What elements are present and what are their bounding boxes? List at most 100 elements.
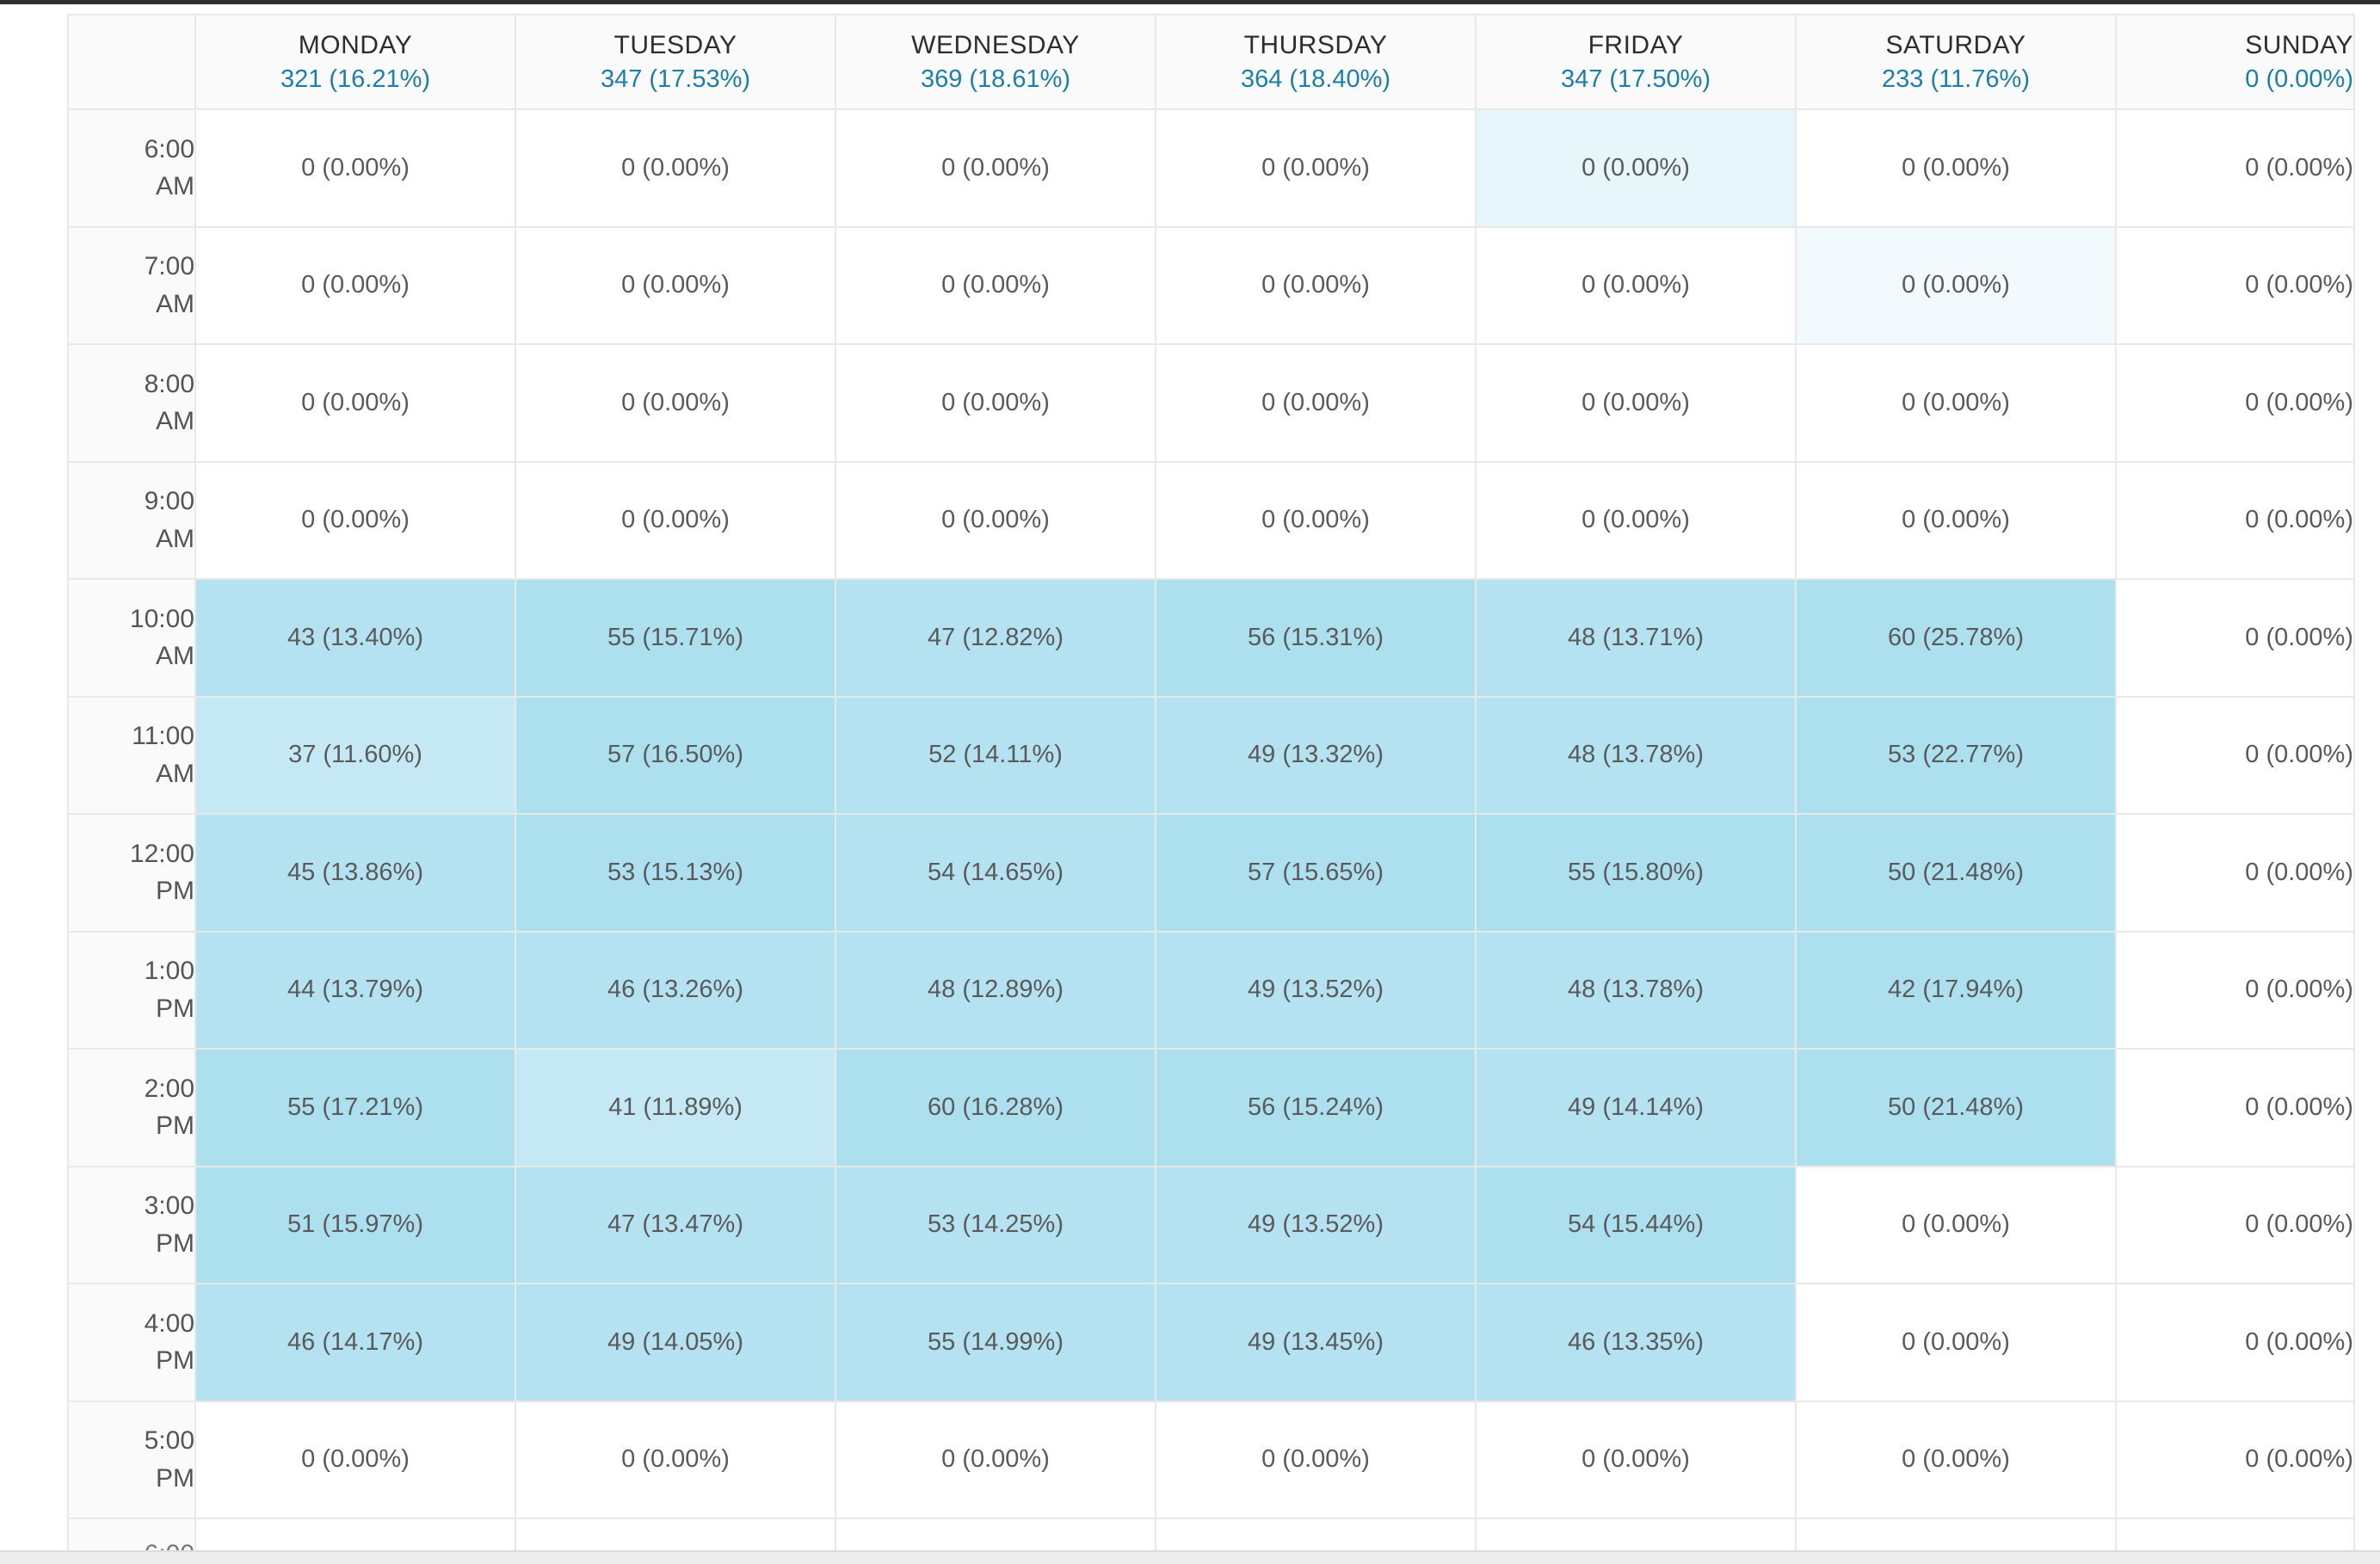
heatmap-cell[interactable]: 0 (0.00%) [835,225,1156,345]
heatmap-cell[interactable]: 37 (11.60%) [194,695,516,815]
heatmap-cell[interactable]: 48 (13.78%) [1475,930,1797,1050]
heatmap-cell[interactable]: 49 (13.52%) [1155,1165,1477,1284]
heatmap-cell[interactable]: 44 (13.79%) [194,930,516,1050]
heatmap-cell[interactable]: 0 (0.00%) [194,460,516,580]
heatmap-cell[interactable]: 0 (0.00%) [515,343,836,463]
day-header-saturday[interactable]: SATURDAY 233 (11.76%) [1795,14,2117,110]
heatmap-cell[interactable]: 54 (14.65%) [835,813,1156,933]
heatmap-cell[interactable]: 49 (14.14%) [1475,1048,1797,1167]
heatmap-cell[interactable]: 0 (0.00%) [1475,1400,1797,1519]
heatmap-cell[interactable]: 0 (0.00%) [2115,813,2355,933]
heatmap-cell[interactable]: 0 (0.00%) [1475,460,1797,580]
heatmap-cell[interactable]: 0 (0.00%) [2115,1165,2355,1284]
hour-row: 9:00 AM 0 (0.00%) 0 (0.00%) 0 (0.00%) 0 (0.00… [67,460,2355,580]
heatmap-cell[interactable]: 47 (12.82%) [835,578,1156,698]
time-meridiem-text: PM [156,877,194,906]
heatmap-cell[interactable]: 46 (14.17%) [194,1283,516,1402]
heatmap-cell[interactable]: 0 (0.00%) [2115,930,2355,1050]
heatmap-cell[interactable]: 0 (0.00%) [515,1400,836,1519]
heatmap-cell[interactable]: 42 (17.94%) [1795,930,2117,1050]
heatmap-cell[interactable]: 0 (0.00%) [2115,578,2355,698]
heatmap-cell[interactable]: 53 (22.77%) [1795,695,2117,815]
heatmap-cell[interactable]: 0 (0.00%) [835,460,1156,580]
heatmap-cell[interactable]: 0 (0.00%) [1795,1165,2117,1284]
heatmap-cell[interactable]: 0 (0.00%) [515,460,836,580]
heatmap-cell[interactable]: 45 (13.86%) [194,813,516,933]
heatmap-cell[interactable]: 49 (13.32%) [1155,695,1477,815]
heatmap-cell[interactable]: 0 (0.00%) [2115,460,2355,580]
heatmap-cell[interactable]: 51 (15.97%) [194,1165,516,1284]
day-header-tuesday[interactable]: TUESDAY 347 (17.53%) [515,14,836,110]
heatmap-cell[interactable]: 0 (0.00%) [1795,225,2117,345]
heatmap-cell[interactable]: 0 (0.00%) [194,225,516,345]
heatmap-cell[interactable]: 50 (21.48%) [1795,1048,2117,1167]
schedule-heatmap-table: MONDAY 321 (16.21%) TUESDAY 347 (17.53%) WED… [67,14,2355,1557]
heatmap-cell[interactable]: 60 (25.78%) [1795,578,2117,698]
heatmap-cell[interactable]: 0 (0.00%) [835,343,1156,463]
heatmap-cell[interactable]: 43 (13.40%) [194,578,516,698]
heatmap-cell[interactable]: 48 (13.78%) [1475,695,1797,815]
heatmap-cell[interactable]: 0 (0.00%) [1795,1283,2117,1402]
heatmap-cell[interactable]: 0 (0.00%) [835,108,1156,228]
heatmap-cell[interactable]: 0 (0.00%) [2115,343,2355,463]
heatmap-cell[interactable]: 0 (0.00%) [1475,343,1797,463]
heatmap-cell[interactable]: 0 (0.00%) [1155,460,1477,580]
heatmap-cell[interactable]: 0 (0.00%) [515,225,836,345]
heatmap-cell[interactable]: 53 (15.13%) [515,813,836,933]
heatmap-cell[interactable]: 55 (15.71%) [515,578,836,698]
heatmap-cell[interactable]: 57 (15.65%) [1155,813,1477,933]
day-total-label: 369 (18.61%) [920,65,1071,93]
day-header-friday[interactable]: FRIDAY 347 (17.50%) [1475,14,1797,110]
heatmap-cell[interactable]: 0 (0.00%) [835,1400,1156,1519]
heatmap-cell[interactable]: 0 (0.00%) [194,1400,516,1519]
horizontal-scrollbar[interactable] [0,1550,2380,1564]
heatmap-cell[interactable]: 49 (13.45%) [1155,1283,1477,1402]
heatmap-cell[interactable]: 47 (13.47%) [515,1165,836,1284]
heatmap-cell[interactable]: 0 (0.00%) [194,343,516,463]
heatmap-cell[interactable]: 0 (0.00%) [2115,225,2355,345]
heatmap-cell[interactable]: 0 (0.00%) [1795,343,2117,463]
heatmap-cell[interactable]: 0 (0.00%) [1155,108,1477,228]
heatmap-cell[interactable]: 0 (0.00%) [2115,1283,2355,1402]
day-header-sunday[interactable]: SUNDAY 0 (0.00%) [2115,14,2355,110]
heatmap-cell[interactable]: 0 (0.00%) [2115,108,2355,228]
heatmap-cell[interactable]: 48 (12.89%) [835,930,1156,1050]
heatmap-cell[interactable]: 0 (0.00%) [2115,1048,2355,1167]
heatmap-cell[interactable]: 49 (13.52%) [1155,930,1477,1050]
day-header-thursday[interactable]: THURSDAY 364 (18.40%) [1155,14,1477,110]
heatmap-cell[interactable]: 56 (15.24%) [1155,1048,1477,1167]
heatmap-cell[interactable]: 0 (0.00%) [1155,1400,1477,1519]
heatmap-cell[interactable]: 0 (0.00%) [515,108,836,228]
heatmap-cell[interactable]: 48 (13.71%) [1475,578,1797,698]
heatmap-cell[interactable]: 0 (0.00%) [1795,1400,2117,1519]
heatmap-cell[interactable]: 41 (11.89%) [515,1048,836,1167]
time-label: 11:00 AM [67,695,196,815]
heatmap-cell[interactable]: 0 (0.00%) [1155,343,1477,463]
heatmap-cell[interactable]: 0 (0.00%) [1795,460,2117,580]
heatmap-cell[interactable]: 49 (14.05%) [515,1283,836,1402]
heatmap-cell[interactable]: 60 (16.28%) [835,1048,1156,1167]
heatmap-cell[interactable]: 53 (14.25%) [835,1165,1156,1284]
heatmap-cell[interactable]: 0 (0.00%) [194,108,516,228]
heatmap-cell[interactable]: 46 (13.26%) [515,930,836,1050]
heatmap-cell[interactable]: 0 (0.00%) [1155,225,1477,345]
heatmap-cell[interactable]: 0 (0.00%) [1795,108,2117,228]
heatmap-cell[interactable]: 0 (0.00%) [1475,108,1797,228]
heatmap-cell[interactable]: 57 (16.50%) [515,695,836,815]
time-hour-text: 3:00 [144,1191,194,1221]
heatmap-cell[interactable]: 0 (0.00%) [2115,695,2355,815]
heatmap-cell[interactable]: 55 (15.80%) [1475,813,1797,933]
heatmap-cell[interactable]: 52 (14.11%) [835,695,1156,815]
heatmap-cell[interactable]: 55 (14.99%) [835,1283,1156,1402]
heatmap-cell[interactable]: 50 (21.48%) [1795,813,2117,933]
hour-row: 4:00 PM 46 (14.17%) 49 (14.05%) 55 (14.99%) 4… [67,1283,2355,1402]
heatmap-cell[interactable]: 0 (0.00%) [2115,1400,2355,1519]
day-header-wednesday[interactable]: WEDNESDAY 369 (18.61%) [835,14,1156,110]
heatmap-cell[interactable]: 56 (15.31%) [1155,578,1477,698]
heatmap-cell[interactable]: 0 (0.00%) [1475,225,1797,345]
heatmap-cell[interactable]: 55 (17.21%) [194,1048,516,1167]
heatmap-cell[interactable]: 54 (15.44%) [1475,1165,1797,1284]
day-header-monday[interactable]: MONDAY 321 (16.21%) [194,14,516,110]
heatmap-cell[interactable]: 46 (13.35%) [1475,1283,1797,1402]
day-name-label: FRIDAY [1588,30,1684,59]
